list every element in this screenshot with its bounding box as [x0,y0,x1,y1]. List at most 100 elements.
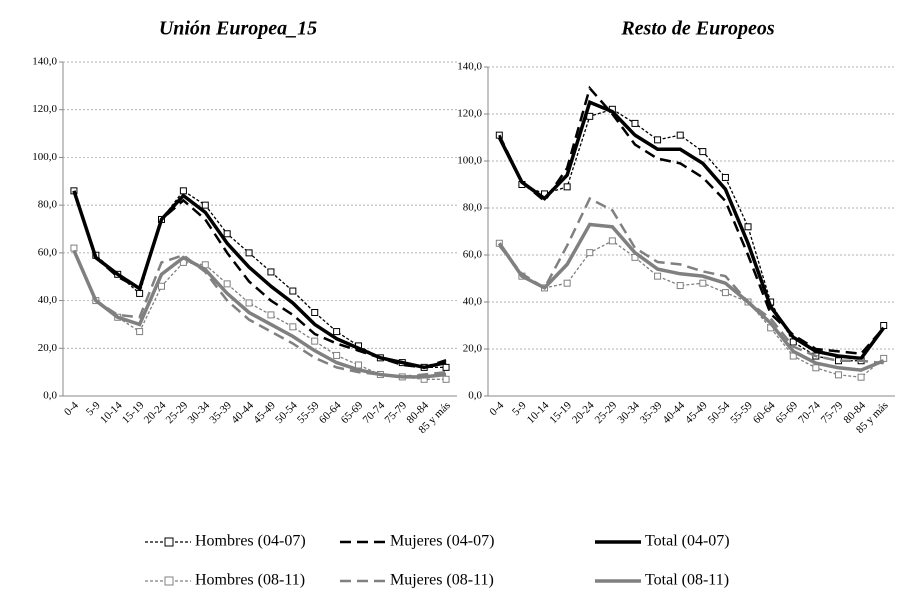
point-marker [721,173,729,181]
point-marker [355,361,362,369]
point-marker [563,183,571,191]
point-marker [267,268,275,276]
x-tick-label: 60-64 [751,399,778,426]
point-marker [699,148,707,156]
x-tick-label: 65-69 [339,399,366,426]
series-line [72,249,447,379]
point-marker [289,323,297,331]
x-tick-label: 25-29 [164,399,191,426]
x-tick-label: 0-4 [62,399,81,418]
y-tick-label: 80,0 [463,202,483,214]
x-tick-label: 0-4 [487,399,506,418]
x-tick-label: 50-54 [706,399,733,426]
point-marker [289,287,297,295]
legend-marker [164,537,174,547]
x-tick-label: 25-29 [593,399,620,426]
x-tick-label: 45-49 [251,399,278,426]
point-marker [201,201,209,209]
point-marker [442,363,450,371]
point-marker [676,282,684,290]
point-marker [563,279,571,287]
legend-label: Total (04-07) [645,533,730,550]
x-tick-label: 75-79 [383,399,410,426]
series-line [72,190,447,370]
y-tick-label: 120,0 [457,108,482,120]
point-marker [608,237,616,245]
series-line [72,190,447,369]
x-tick-label: 35-39 [207,399,234,426]
point-marker [442,375,450,383]
point-marker [311,337,319,345]
point-marker [136,289,144,297]
y-tick-label: 140,0 [32,56,57,68]
series-line [498,85,885,356]
legend-label: Hombres (08-11) [195,572,305,589]
series-line [498,240,885,378]
point-marker [136,328,144,336]
point-marker [631,119,639,127]
x-tick-label: 65-69 [774,399,801,426]
y-tick-label: 20,0 [463,343,483,355]
series-line [497,222,885,372]
y-tick-label: 40,0 [463,296,483,308]
chart-title: Resto de Europeos [620,18,775,40]
point-marker [179,187,187,195]
y-tick-label: 60,0 [38,246,58,258]
point-marker [676,131,684,139]
y-tick-label: 120,0 [32,103,57,115]
x-tick-label: 10-14 [98,399,125,426]
point-marker [311,309,319,316]
x-tick-label: 15-19 [547,399,574,426]
legend-label: Mujeres (08-11) [390,572,494,589]
x-tick-label: 75-79 [819,399,846,426]
y-tick-label: 100,0 [32,151,57,163]
y-tick-label: 0,0 [468,390,482,402]
x-tick-label: 20-24 [142,399,169,426]
legend-label: Mujeres (04-07) [390,533,494,550]
x-tick-label: 45-49 [683,399,710,426]
point-marker [880,322,888,329]
point-marker [70,244,78,252]
x-tick-label: 10-14 [525,399,552,426]
legend-marker [164,576,174,586]
x-tick-label: 40-44 [229,399,256,426]
x-tick-label: 60-64 [317,399,344,426]
series-line [497,99,886,361]
x-tick-label: 70-74 [796,399,823,426]
point-marker [812,364,820,372]
point-marker [586,249,594,257]
series-line [498,108,885,362]
point-marker [245,249,253,257]
x-tick-label: 20-24 [570,399,597,426]
chart-title: Unión Europea_15 [159,18,317,40]
series-line [73,189,447,369]
legend-label: Total (08-11) [645,572,729,589]
y-tick-label: 80,0 [38,199,58,211]
x-tick-label: 40-44 [660,399,687,426]
point-marker [267,311,275,319]
x-tick-label: 35-39 [638,399,665,426]
x-tick-label: 55-59 [728,399,755,426]
y-tick-label: 40,0 [38,294,58,306]
y-tick-label: 140,0 [457,61,482,73]
x-tick-label: 30-34 [615,399,642,426]
point-marker [158,282,165,290]
point-marker [223,230,231,238]
y-tick-label: 100,0 [457,155,482,167]
point-marker [654,136,662,144]
point-marker [333,328,341,336]
series-line [498,196,884,365]
legend-label: Hombres (04-07) [195,533,306,550]
point-marker [333,351,341,359]
point-marker [223,280,231,288]
point-marker [744,223,752,231]
x-tick-label: 50-54 [273,399,300,426]
x-tick-label: 15-19 [120,399,147,426]
point-marker [834,371,842,379]
point-marker [857,373,865,381]
x-tick-label: 30-34 [186,399,213,426]
point-marker [245,299,253,307]
point-marker [699,279,707,287]
series-line [72,249,447,379]
